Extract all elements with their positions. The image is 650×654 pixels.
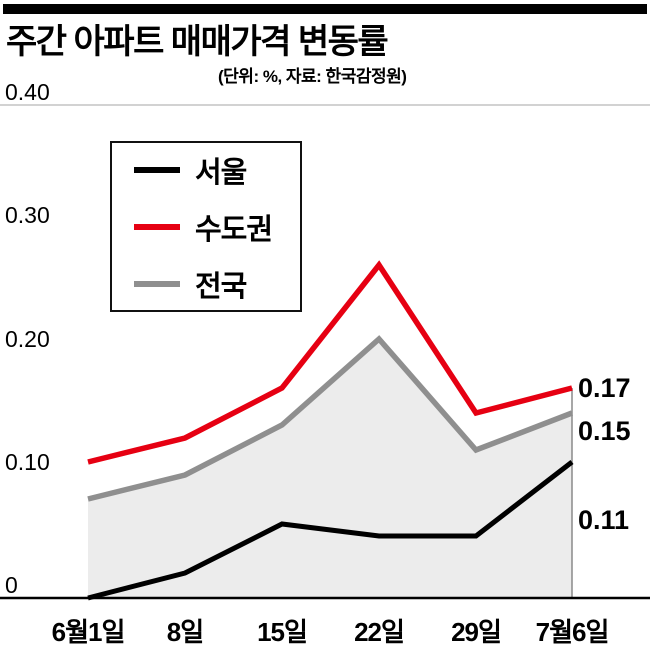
x-tick-label: 15일 bbox=[257, 617, 307, 647]
top-divider-rule bbox=[3, 4, 647, 14]
legend-swatch-jeonguk bbox=[134, 280, 180, 287]
x-tick-label: 29일 bbox=[451, 617, 501, 647]
x-tick-label: 22일 bbox=[354, 617, 404, 647]
legend-label-jeonguk: 전국 bbox=[195, 270, 247, 303]
x-tick-label: 6월1일 bbox=[52, 617, 125, 647]
legend-item-seoul: 서울 bbox=[134, 149, 300, 191]
page-title: 주간 아파트 매매가격 변동률 bbox=[6, 23, 389, 61]
y-tick-label: 0.40 bbox=[5, 79, 50, 105]
legend-swatch-sudogwon bbox=[134, 223, 180, 230]
legend-label-sudogwon: 수도권 bbox=[195, 213, 273, 246]
x-tick-label: 7월6일 bbox=[536, 617, 609, 647]
series-line-sudogwon bbox=[87, 260, 573, 465]
legend-swatch-seoul bbox=[134, 166, 180, 173]
series-line-jeonguk bbox=[87, 335, 573, 502]
series-line-seoul bbox=[87, 460, 574, 601]
y-tick-label: 0.30 bbox=[5, 202, 50, 228]
area-fill-nationwide bbox=[88, 339, 572, 598]
legend-item-jeonguk: 전국 bbox=[134, 263, 300, 305]
y-tick-label: 0.20 bbox=[5, 326, 50, 352]
x-tick-label: 8일 bbox=[167, 617, 203, 647]
chart-subtitle: (단위: %, 자료: 한국감정원) bbox=[218, 67, 407, 86]
y-tick-label: 0 bbox=[5, 572, 18, 598]
legend-label-seoul: 서울 bbox=[195, 156, 247, 189]
legend-item-sudogwon: 수도권 bbox=[134, 206, 300, 248]
y-tick-label: 0.10 bbox=[5, 449, 50, 475]
end-value-label: 0.11 bbox=[578, 505, 629, 535]
end-value-label: 0.15 bbox=[578, 416, 631, 446]
end-value-label: 0.17 bbox=[578, 373, 631, 403]
